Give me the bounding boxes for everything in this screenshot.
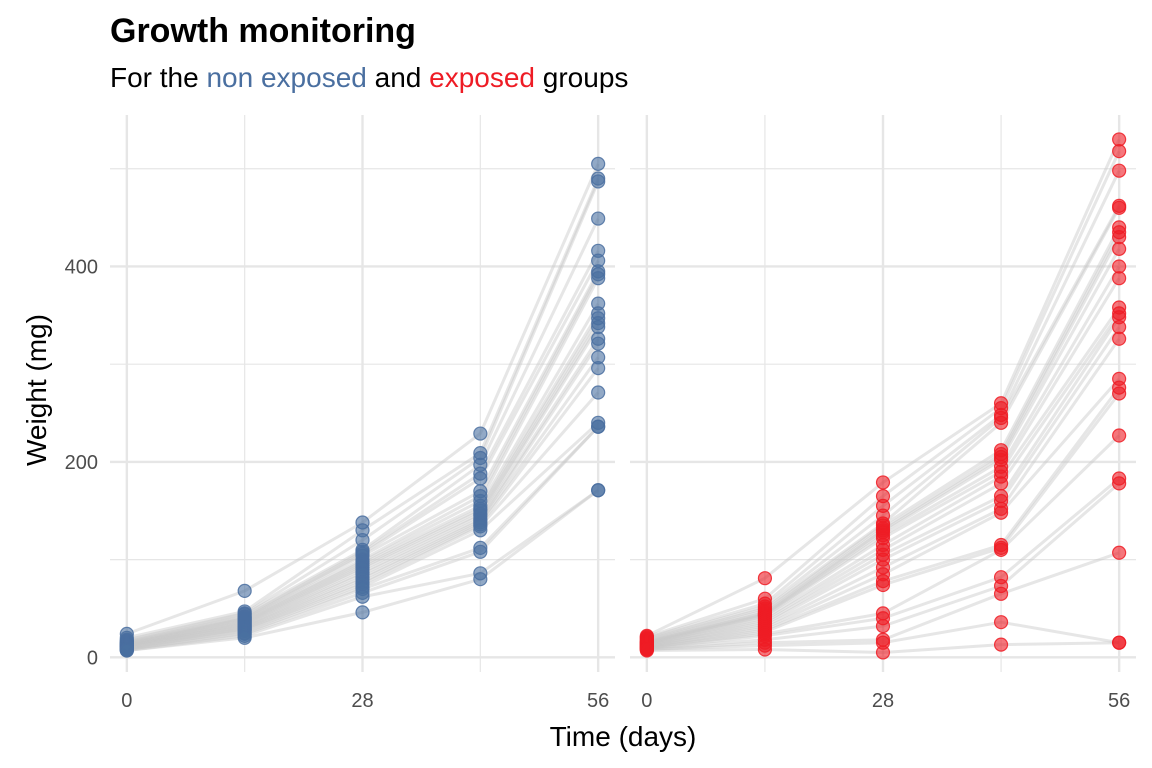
data-point-non-exposed bbox=[237, 630, 252, 645]
data-point-exposed bbox=[993, 476, 1009, 491]
data-point-exposed bbox=[1112, 200, 1127, 215]
data-point-exposed bbox=[757, 571, 773, 586]
x-tick-label: 56 bbox=[1108, 690, 1130, 712]
panel-exposed: 0 28 56 bbox=[630, 115, 1136, 712]
data-point-exposed bbox=[993, 542, 1009, 557]
panel-non-exposed: 0 28 56 bbox=[110, 115, 615, 712]
chart-title: Growth monitoring bbox=[110, 12, 416, 50]
data-point-non-exposed bbox=[591, 174, 606, 189]
data-point-exposed bbox=[875, 645, 891, 660]
data-point-non-exposed bbox=[591, 336, 606, 351]
data-point-exposed bbox=[1112, 476, 1127, 491]
x-axis-title: Time (days) bbox=[550, 721, 697, 752]
data-point-non-exposed bbox=[591, 156, 606, 171]
data-point-exposed bbox=[1112, 319, 1127, 335]
data-point-exposed bbox=[1112, 259, 1127, 274]
data-point-non-exposed bbox=[119, 643, 134, 658]
data-point-non-exposed bbox=[473, 523, 488, 538]
data-point-exposed bbox=[1112, 428, 1127, 443]
subtitle-connector: and bbox=[366, 62, 430, 93]
data-point-exposed bbox=[993, 415, 1009, 430]
data-point-non-exposed bbox=[591, 419, 606, 434]
data-point-non-exposed bbox=[591, 271, 606, 286]
y-axis-ticks: 0 200 400 bbox=[65, 256, 98, 669]
data-point-non-exposed bbox=[591, 211, 606, 226]
data-point-exposed bbox=[875, 618, 891, 634]
x-tick-label: 0 bbox=[641, 690, 652, 712]
data-point-exposed bbox=[993, 586, 1009, 601]
data-point-non-exposed bbox=[591, 319, 606, 335]
data-point-exposed bbox=[993, 637, 1009, 652]
data-point-exposed bbox=[1112, 331, 1127, 346]
x-tick-label: 0 bbox=[121, 690, 132, 712]
data-point-exposed bbox=[875, 475, 891, 490]
data-point-exposed bbox=[1112, 545, 1127, 560]
data-point-exposed bbox=[1112, 230, 1127, 245]
x-tick-label: 28 bbox=[872, 690, 894, 712]
subtitle-exposed-label: exposed bbox=[429, 62, 535, 93]
data-point-non-exposed bbox=[591, 483, 606, 498]
subtitle-non-exposed-label: non exposed bbox=[206, 62, 367, 93]
data-point-non-exposed bbox=[591, 360, 606, 376]
data-point-exposed bbox=[1112, 144, 1127, 159]
data-point-non-exposed bbox=[473, 544, 488, 559]
data-point-exposed bbox=[993, 505, 1009, 520]
data-point-exposed bbox=[1112, 132, 1127, 147]
y-axis-title: Weight (mg) bbox=[21, 314, 52, 466]
y-tick-label: 0 bbox=[87, 647, 98, 669]
data-point-non-exposed bbox=[473, 426, 488, 441]
data-point-non-exposed bbox=[355, 605, 370, 620]
y-tick-label: 200 bbox=[65, 452, 98, 474]
x-tick-label: 56 bbox=[587, 690, 609, 712]
data-point-non-exposed bbox=[473, 471, 488, 486]
data-point-exposed bbox=[1112, 163, 1127, 178]
data-point-exposed bbox=[1112, 271, 1127, 286]
data-point-exposed bbox=[1112, 241, 1127, 256]
data-point-non-exposed bbox=[237, 583, 252, 598]
data-point-exposed bbox=[1112, 386, 1127, 401]
data-point-exposed bbox=[875, 577, 891, 593]
subtitle-prefix: For the bbox=[110, 62, 207, 93]
data-point-exposed bbox=[639, 643, 654, 658]
chart-subtitle: For the non exposed and exposed groups bbox=[110, 62, 628, 94]
data-point-exposed bbox=[757, 642, 773, 657]
data-point-non-exposed bbox=[591, 385, 606, 400]
data-point-non-exposed bbox=[473, 572, 488, 587]
data-point-non-exposed bbox=[355, 589, 370, 604]
data-point-exposed bbox=[993, 615, 1009, 630]
y-tick-label: 400 bbox=[65, 256, 98, 278]
data-point-exposed bbox=[1112, 635, 1127, 650]
subtitle-suffix: groups bbox=[535, 62, 629, 93]
x-tick-label: 28 bbox=[351, 690, 373, 712]
